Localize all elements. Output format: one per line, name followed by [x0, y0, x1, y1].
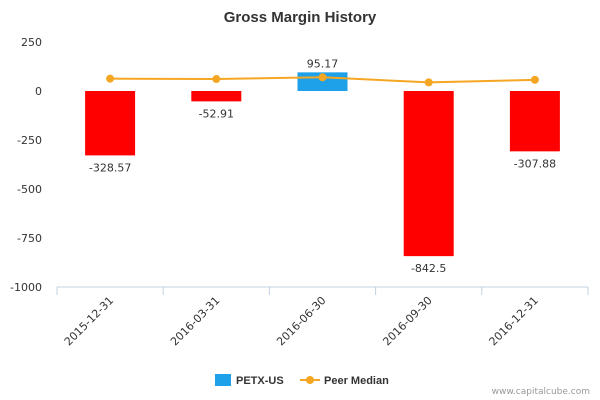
y-tick-label: -250 [17, 134, 42, 147]
x-tick-label: 2015-12-31 [62, 294, 116, 348]
y-tick-label: 0 [35, 85, 42, 98]
credit-text[interactable]: www.capitalcube.com [492, 387, 590, 397]
peer-median-point[interactable] [530, 75, 539, 84]
legend-label-petx[interactable]: PETX-US [236, 375, 284, 387]
legend-label-peer[interactable]: Peer Median [324, 375, 389, 387]
peer-median-point[interactable] [424, 78, 433, 87]
peer-median-series [106, 73, 539, 87]
peer-median-point[interactable] [318, 73, 327, 82]
x-tick-label: 2016-03-31 [168, 294, 222, 348]
legend: PETX-US Peer Median [215, 374, 389, 387]
peer-median-point[interactable] [212, 75, 221, 84]
bar-data-label: -842.5 [411, 262, 446, 275]
y-tick-label: -1000 [10, 281, 42, 294]
bar[interactable] [403, 91, 454, 257]
bar-series [85, 72, 560, 257]
bar-data-label: -52.91 [199, 107, 234, 120]
x-tick-label: 2016-06-30 [274, 294, 328, 348]
bar[interactable] [85, 91, 136, 156]
bar-data-label: -307.88 [514, 157, 556, 170]
legend-swatch-petx [215, 374, 231, 386]
y-axis: 250 0 -250 -500 -750 -1000 [10, 36, 42, 294]
peer-median-point[interactable] [106, 74, 115, 83]
bar[interactable] [191, 91, 242, 102]
bar-data-label: 95.17 [307, 57, 339, 70]
y-tick-label: -750 [17, 232, 42, 245]
legend-swatch-peer-marker [306, 376, 314, 384]
bar-data-labels: -328.57 -52.91 95.17 -842.5 -307.88 [89, 57, 556, 275]
x-tick-label: 2016-09-30 [380, 294, 434, 348]
x-tick-label: 2016-12-31 [487, 294, 541, 348]
y-tick-label: -500 [17, 183, 42, 196]
chart-title: Gross Margin History [224, 9, 377, 26]
bar-data-label: -328.57 [89, 161, 131, 174]
y-tick-label: 250 [21, 36, 42, 49]
bar[interactable] [509, 91, 560, 152]
x-axis: 2015-12-31 2016-03-31 2016-06-30 2016-09-30… [56, 286, 589, 348]
